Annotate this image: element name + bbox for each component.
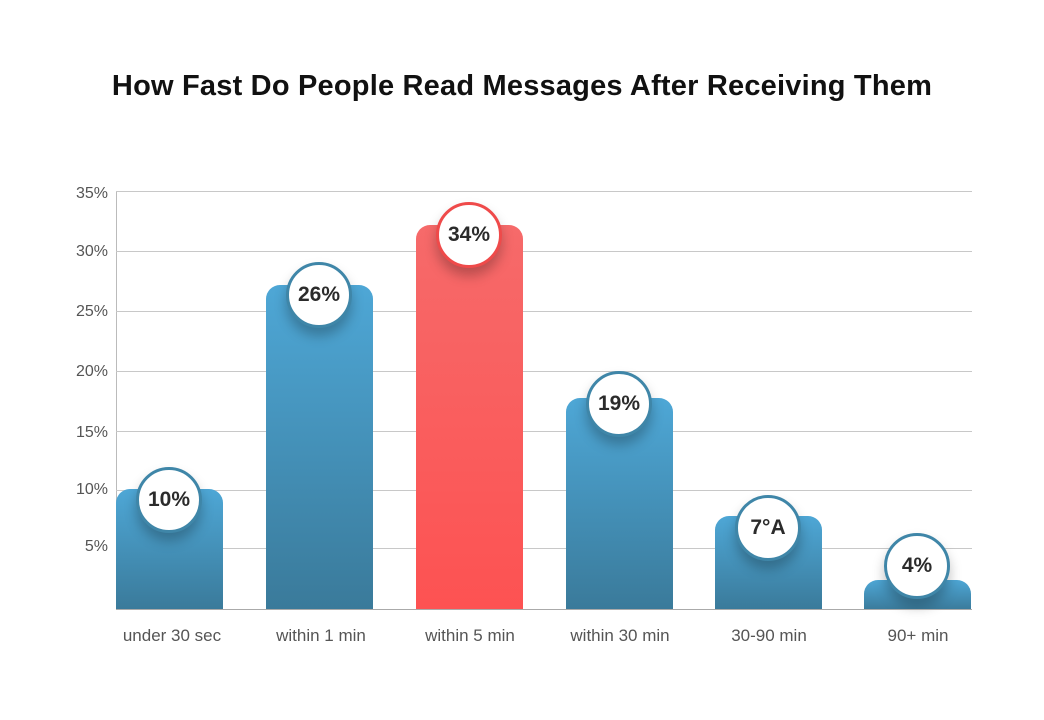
x-tick-label: within 1 min	[276, 626, 366, 645]
y-tick-label: 10%	[75, 481, 108, 498]
bar-within-5-min	[416, 225, 523, 610]
value-label: 34%	[436, 202, 502, 268]
y-axis	[116, 191, 117, 610]
gridline	[116, 548, 972, 549]
y-tick-label: 20%	[75, 363, 108, 380]
value-label: 10%	[136, 467, 202, 533]
value-label: 4%	[884, 533, 950, 599]
chart-title: How Fast Do People Read Messages After R…	[111, 70, 933, 102]
x-axis	[116, 609, 972, 610]
value-label: 19%	[586, 371, 652, 437]
y-tick-label: 35%	[75, 185, 108, 202]
x-tick-label: under 30 sec	[122, 626, 222, 645]
value-label: 26%	[286, 262, 352, 328]
gridline	[116, 371, 972, 372]
y-tick-label: 5%	[84, 538, 108, 555]
gridline	[116, 431, 972, 432]
y-tick-label: 25%	[75, 303, 108, 320]
y-tick-label: 15%	[75, 424, 108, 441]
gridline	[116, 311, 972, 312]
bar-within-1-min	[266, 285, 373, 610]
y-tick-label: 30%	[75, 243, 108, 260]
gridline	[116, 490, 972, 491]
value-label: 7°A	[735, 495, 801, 561]
x-tick-label: 90+ min	[887, 626, 949, 645]
x-tick-label: 30-90 min	[731, 626, 807, 645]
plot-area: 35% 30% 25% 20% 15% 10% 5% 10% 26% 34% 1…	[76, 185, 972, 610]
x-tick-label: within 5 min	[425, 626, 515, 645]
gridline	[116, 251, 972, 252]
x-tick-label: within 30 min	[570, 626, 670, 645]
gridline	[116, 191, 972, 192]
